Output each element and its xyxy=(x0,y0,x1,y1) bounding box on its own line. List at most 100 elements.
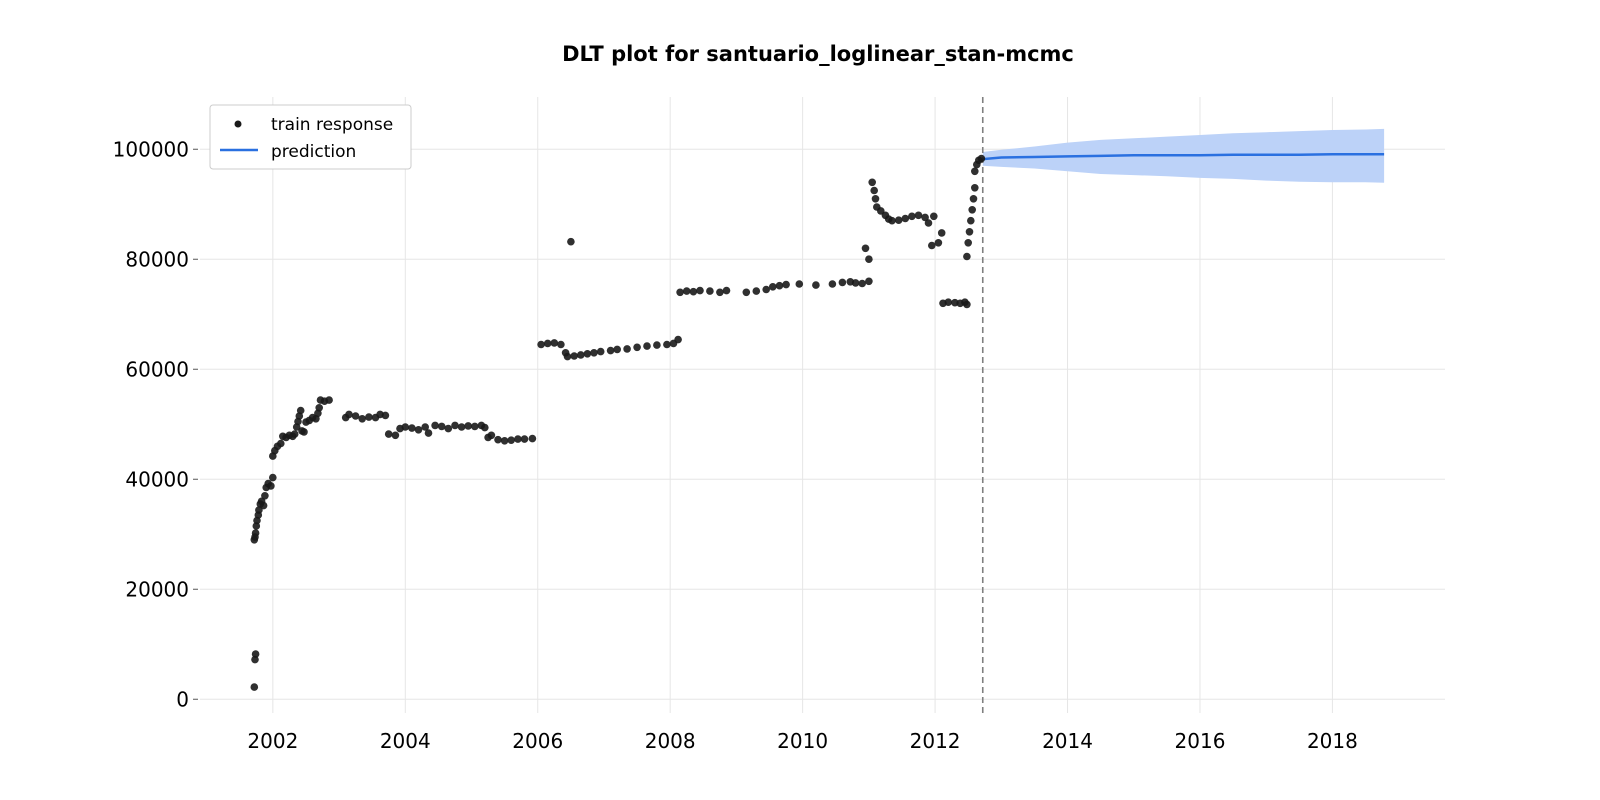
train-point xyxy=(590,349,598,357)
train-point xyxy=(277,439,285,448)
train-point xyxy=(722,286,731,295)
train-point xyxy=(888,216,896,225)
train-point xyxy=(944,298,953,307)
train-point xyxy=(325,396,333,404)
x-tick-label: 2014 xyxy=(1042,729,1093,753)
train-point xyxy=(457,423,466,431)
train-point xyxy=(871,195,880,203)
train-point xyxy=(259,501,268,510)
train-point xyxy=(464,422,473,430)
train-point xyxy=(570,352,578,360)
train-point xyxy=(557,340,565,349)
train-point xyxy=(251,529,260,537)
prediction-line-layer xyxy=(982,152,1385,161)
train-point xyxy=(351,412,360,420)
train-point xyxy=(706,287,714,295)
train-point xyxy=(762,285,770,294)
train-point xyxy=(315,404,324,412)
train-point xyxy=(358,415,367,423)
train-point xyxy=(937,229,946,237)
y-tick-label: 80000 xyxy=(125,247,189,271)
train-point xyxy=(971,167,979,176)
x-tick-label: 2008 xyxy=(645,729,696,753)
train-point xyxy=(520,435,529,443)
train-point xyxy=(963,252,971,261)
train-point xyxy=(384,430,393,438)
x-tick-label: 2002 xyxy=(247,729,298,753)
train-point xyxy=(261,492,269,500)
train-point xyxy=(250,683,259,691)
train-point xyxy=(838,278,847,287)
train-point xyxy=(567,237,575,246)
train-point xyxy=(858,279,866,288)
train-point xyxy=(689,287,698,296)
axes: 2002 2004 2006 2008 2010 2012 2014 2016 2018 0 200… xyxy=(113,137,1358,753)
train-point xyxy=(437,422,446,431)
train-point xyxy=(424,429,433,437)
train-point xyxy=(914,211,923,220)
train-point xyxy=(663,340,671,349)
y-tick-label: 20000 xyxy=(125,577,189,601)
train-point xyxy=(537,340,545,349)
x-tick-label: 2006 xyxy=(512,729,563,753)
train-point xyxy=(623,345,631,353)
train-point xyxy=(471,422,479,431)
train-point xyxy=(290,430,299,438)
train-point xyxy=(795,280,804,288)
train-point xyxy=(613,345,621,354)
train-point xyxy=(481,423,489,432)
x-tick-label: 2010 xyxy=(777,729,828,753)
y-tick-label: 100000 xyxy=(113,137,189,161)
train-point xyxy=(345,410,353,419)
train-point xyxy=(930,212,938,221)
y-tick-label: 60000 xyxy=(125,357,189,381)
train-point xyxy=(682,287,691,295)
train-point xyxy=(901,214,910,223)
train-point xyxy=(563,352,572,361)
train-point xyxy=(583,350,592,358)
train-point xyxy=(444,424,453,433)
train-point xyxy=(421,423,430,431)
train-point xyxy=(908,212,916,221)
train-point xyxy=(269,473,277,482)
y-tick-label: 40000 xyxy=(125,467,189,491)
train-point xyxy=(851,279,860,287)
legend-box xyxy=(209,104,412,170)
train-point xyxy=(643,342,651,350)
train-point xyxy=(251,650,260,658)
train-point xyxy=(543,339,552,348)
legend: train response prediction xyxy=(209,104,412,170)
train-point xyxy=(752,287,761,295)
train-point xyxy=(865,277,873,286)
train-point xyxy=(494,435,502,444)
train-point xyxy=(977,154,986,163)
y-tick-label: 0 xyxy=(176,687,189,711)
train-point xyxy=(965,228,974,236)
train-point xyxy=(868,178,876,187)
grid xyxy=(200,97,1445,713)
train-point xyxy=(653,341,661,349)
train-point xyxy=(431,421,439,430)
x-tick-label: 2004 xyxy=(380,729,431,753)
train-point xyxy=(255,506,263,514)
legend-marker-train xyxy=(234,120,242,128)
train-point xyxy=(924,219,933,227)
x-tick-label: 2016 xyxy=(1175,729,1226,753)
train-point xyxy=(487,431,496,440)
train-point xyxy=(934,239,943,247)
train-point xyxy=(251,655,259,664)
train-point xyxy=(921,213,929,222)
train-point xyxy=(928,241,936,250)
train-point xyxy=(968,206,976,214)
train-point xyxy=(577,351,585,359)
train-point xyxy=(696,286,704,295)
train-point xyxy=(300,428,308,436)
train-point xyxy=(414,426,423,434)
train-point xyxy=(967,216,975,225)
train-point xyxy=(514,435,522,443)
train-point xyxy=(971,184,979,192)
train-point xyxy=(828,280,837,288)
train-point xyxy=(381,411,390,420)
train-point xyxy=(716,288,724,297)
